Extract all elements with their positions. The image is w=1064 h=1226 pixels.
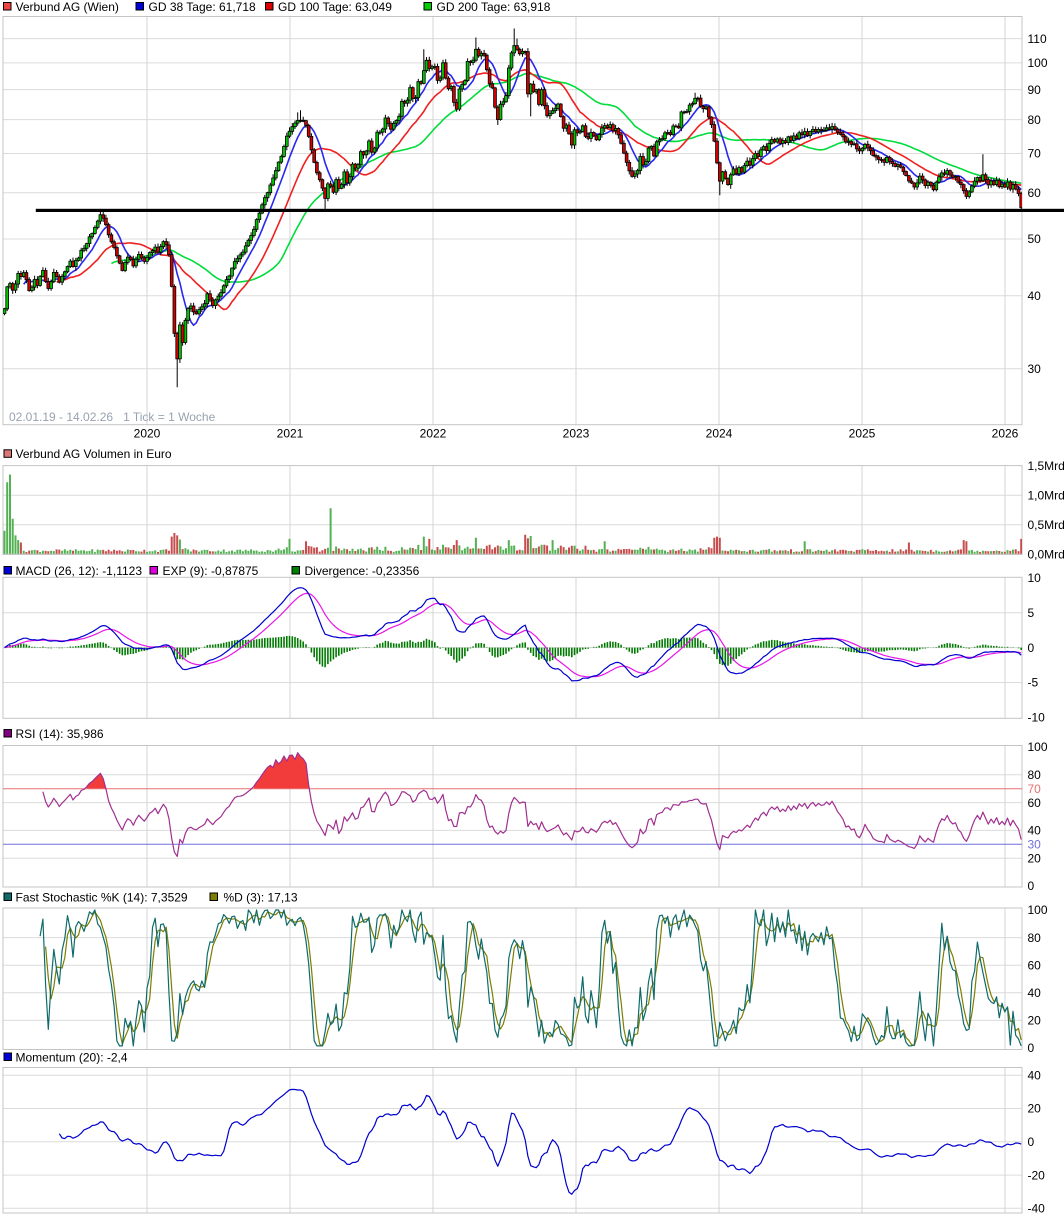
svg-text:RSI (14): 35,986: RSI (14): 35,986 xyxy=(16,727,104,741)
svg-text:MACD (26, 12): -1,1123: MACD (26, 12): -1,1123 xyxy=(16,564,143,578)
svg-text:GD 200 Tage: 63,918: GD 200 Tage: 63,918 xyxy=(437,0,551,14)
svg-text:40: 40 xyxy=(1028,986,1042,1000)
svg-text:30: 30 xyxy=(1028,838,1042,852)
svg-text:%D (3): 17,13: %D (3): 17,13 xyxy=(224,891,298,905)
svg-text:-5: -5 xyxy=(1028,676,1039,690)
svg-text:110: 110 xyxy=(1028,32,1047,46)
svg-text:10: 10 xyxy=(1028,571,1042,585)
svg-text:100: 100 xyxy=(1028,740,1048,754)
svg-text:70: 70 xyxy=(1028,782,1042,796)
svg-text:GD 100 Tage: 63,049: GD 100 Tage: 63,049 xyxy=(278,0,392,14)
svg-text:20: 20 xyxy=(1028,1014,1042,1028)
svg-text:2025: 2025 xyxy=(849,427,876,441)
svg-text:GD 38 Tage: 61,718: GD 38 Tage: 61,718 xyxy=(149,0,257,14)
svg-text:2023: 2023 xyxy=(563,427,590,441)
svg-text:30: 30 xyxy=(1028,362,1042,376)
svg-text:70: 70 xyxy=(1028,147,1042,161)
svg-text:40: 40 xyxy=(1028,824,1042,838)
svg-text:20: 20 xyxy=(1028,1102,1042,1116)
svg-text:80: 80 xyxy=(1028,931,1042,945)
svg-text:50: 50 xyxy=(1028,232,1042,246)
svg-text:0,5Mrd: 0,5Mrd xyxy=(1028,518,1064,532)
svg-text:Verbund AG Volumen in Euro: Verbund AG Volumen in Euro xyxy=(16,447,172,461)
svg-text:80: 80 xyxy=(1028,768,1042,782)
svg-text:80: 80 xyxy=(1028,113,1042,127)
svg-text:-10: -10 xyxy=(1028,711,1046,725)
svg-text:0,0Mrd: 0,0Mrd xyxy=(1028,548,1064,562)
svg-text:Fast Stochastic %K (14): 7,352: Fast Stochastic %K (14): 7,3529 xyxy=(16,891,188,905)
svg-text:90: 90 xyxy=(1028,83,1042,97)
svg-text:2020: 2020 xyxy=(134,427,161,441)
svg-text:1,5Mrd: 1,5Mrd xyxy=(1028,459,1064,473)
svg-text:60: 60 xyxy=(1028,796,1042,810)
svg-text:2026: 2026 xyxy=(992,427,1019,441)
svg-text:0: 0 xyxy=(1028,1041,1035,1055)
svg-text:0: 0 xyxy=(1028,641,1035,655)
svg-text:Verbund AG (Wien): Verbund AG (Wien) xyxy=(16,0,119,14)
svg-text:20: 20 xyxy=(1028,851,1042,865)
svg-text:0: 0 xyxy=(1028,1135,1035,1149)
svg-text:2021: 2021 xyxy=(277,427,304,441)
svg-text:EXP (9): -0,87875: EXP (9): -0,87875 xyxy=(163,564,259,578)
svg-text:2024: 2024 xyxy=(706,427,733,441)
svg-text:60: 60 xyxy=(1028,186,1042,200)
svg-text:60: 60 xyxy=(1028,958,1042,972)
svg-text:0: 0 xyxy=(1028,879,1035,893)
svg-text:5: 5 xyxy=(1028,606,1035,620)
svg-text:40: 40 xyxy=(1028,1069,1042,1083)
svg-text:-40: -40 xyxy=(1028,1202,1046,1216)
svg-text:100: 100 xyxy=(1028,56,1048,70)
svg-text:Divergence: -0,23356: Divergence: -0,23356 xyxy=(305,564,420,578)
svg-text:100: 100 xyxy=(1028,903,1048,917)
svg-text:-20: -20 xyxy=(1028,1168,1046,1182)
svg-text:Momentum (20): -2,4: Momentum (20): -2,4 xyxy=(16,1051,128,1065)
svg-text:40: 40 xyxy=(1028,289,1042,303)
svg-text:1,0Mrd: 1,0Mrd xyxy=(1028,488,1064,502)
svg-text:2022: 2022 xyxy=(420,427,447,441)
svg-text:02.01.19 - 14.02.26 1 Tick =: 02.01.19 - 14.02.26 1 Tick = 1 Woche xyxy=(9,410,216,424)
